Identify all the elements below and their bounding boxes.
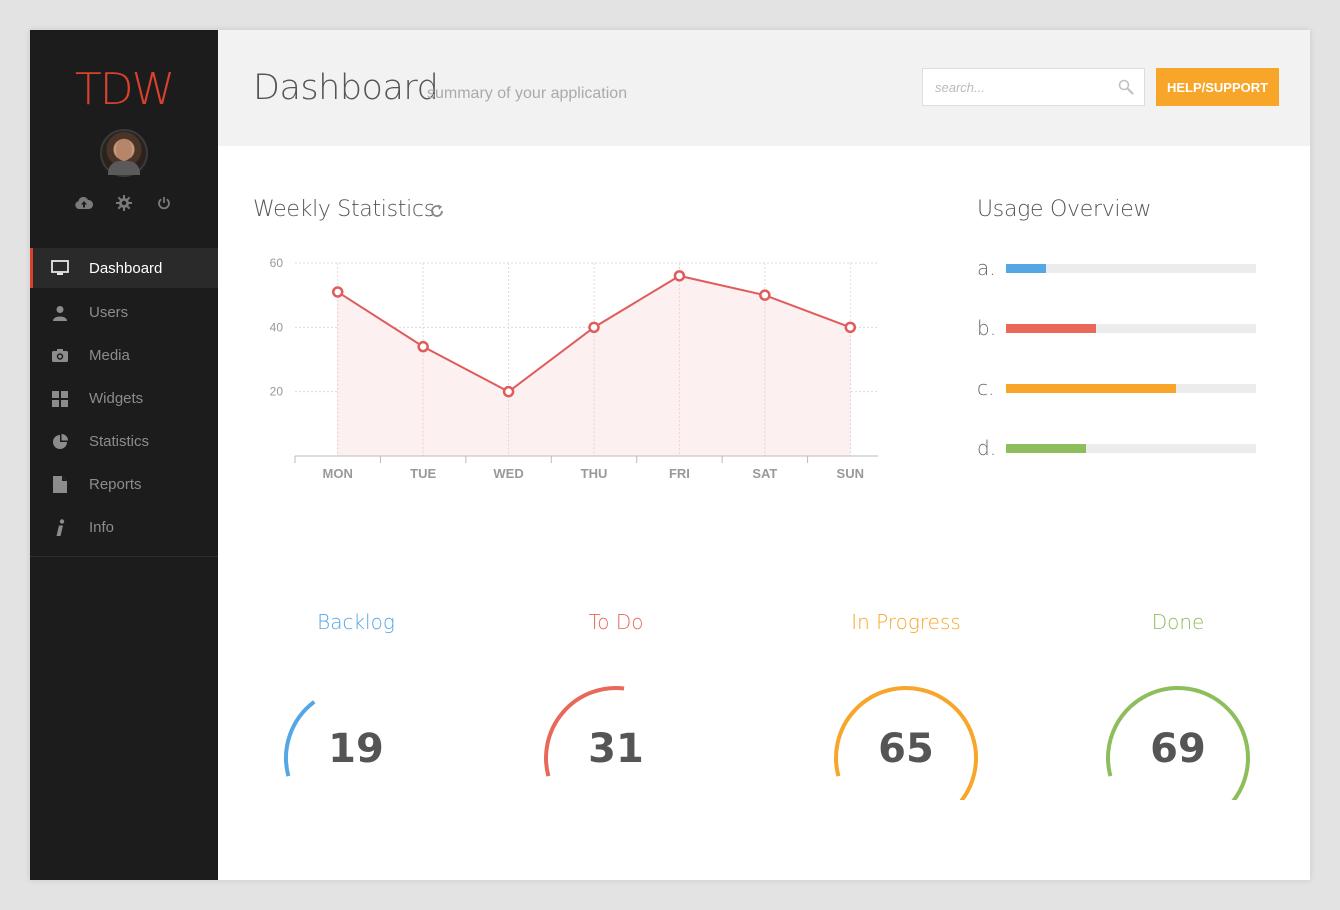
weekly-statistics-title: Weekly Statistics [253,197,435,222]
help-support-button[interactable]: HELP/SUPPORT [1156,68,1279,106]
chart-area [337,275,851,456]
usage-bar-track [1006,323,1256,333]
usage-bar-track [1006,263,1256,273]
usage-bar-track [1006,383,1256,393]
data-point[interactable] [673,270,686,282]
usage-bar-fill [1006,383,1176,393]
usage-label: c. [977,376,995,400]
refresh-icon[interactable] [428,202,446,225]
usage-bar-fill [1006,443,1086,453]
sidebar-item-widgets[interactable]: Widgets [30,377,218,420]
sidebar-item-label: Dashboard [89,259,163,277]
y-tick-label: 60 [270,256,284,270]
x-tick-label: TUE [410,466,436,481]
sidebar-item-users[interactable]: Users [30,291,218,334]
usage-bar-track [1006,443,1256,453]
gauge-dial: 31 [536,640,696,800]
gauge-done: Done 69 [1098,610,1258,800]
main-content: Dashboard summary of your application HE… [218,30,1310,880]
sidebar-item-label: Widgets [89,390,144,407]
avatar-face [116,139,132,161]
sidebar-item-label: Info [89,519,115,536]
data-point[interactable] [331,286,344,298]
y-tick-label: 40 [270,320,284,334]
data-point[interactable] [759,289,771,301]
gear-icon[interactable] [115,194,133,212]
sidebar-item-dashboard[interactable]: Dashboard [30,248,218,288]
monitor-icon [51,259,69,277]
sidebar-item-label: Statistics [89,433,150,450]
cloud-upload-icon[interactable] [75,194,93,212]
gauge-in-progress: In Progress 65 [826,610,986,800]
app-window: TDW Dashboard Users Media Widgets Statistics… [30,30,1310,880]
gauge-value: 65 [878,726,934,772]
x-tick-label: MON [323,466,353,481]
x-tick-label: THU [581,466,608,481]
x-tick-label: WED [493,466,523,481]
search-box [922,68,1145,106]
sidebar-item-info[interactable]: Info [30,506,218,549]
app-logo: TDW [74,64,175,115]
gauge-label: Backlog [317,610,395,634]
gauge-arc [544,686,625,777]
usage-label: a. [977,256,996,280]
usage-row: a. [977,256,1256,280]
gauge-to-do: To Do 31 [536,610,696,800]
weekly-statistics-chart: 20 40 60 MON TUE WED THU FRI SAT SUN [270,256,878,481]
power-icon[interactable] [155,194,173,212]
search-icon[interactable] [1118,79,1134,100]
sidebar-item-label: Users [89,304,129,321]
sidebar-item-media[interactable]: Media [30,334,218,377]
gauge-arc [284,700,316,777]
x-tick-label: FRI [669,466,690,481]
gauge-label: In Progress [851,610,961,634]
header: Dashboard summary of your application HE… [218,30,1310,146]
usage-row: b. [977,316,1256,340]
document-icon [51,476,69,494]
user-icon [51,304,69,322]
sidebar-toolbar [30,194,218,212]
x-tick-label: SAT [752,466,777,481]
gauge-value: 69 [1150,726,1206,772]
gauge-arc [1106,686,1250,800]
info-icon [51,518,69,537]
avatar[interactable] [100,129,148,177]
sidebar-nav: Dashboard Users Media Widgets Statistics Repo… [30,248,218,557]
gauge-arc [834,686,979,800]
data-point[interactable] [417,340,429,353]
gauge-value: 19 [328,726,384,772]
page-title: Dashboard [253,68,439,108]
x-tick-label: SUN [837,466,864,481]
usage-bar-fill [1006,263,1046,273]
data-point[interactable] [502,385,515,398]
data-point[interactable] [588,321,600,334]
grid-icon [51,390,69,408]
sidebar-item-label: Reports [89,476,142,493]
camera-icon [51,347,69,365]
sidebar: TDW Dashboard Users Media Widgets Statistics… [30,30,218,880]
page-subtitle: summary of your application [427,85,628,102]
pie-chart-icon [51,433,69,451]
gauge-dial: 69 [1098,640,1258,800]
sidebar-item-label: Media [89,347,130,364]
sidebar-item-statistics[interactable]: Statistics [30,420,218,463]
gauge-backlog: Backlog 19 [276,610,436,800]
gauge-dial: 19 [276,640,436,800]
avatar-shirt [108,161,140,175]
y-tick-label: 20 [270,385,284,399]
gauge-dial: 65 [826,640,986,800]
search-input[interactable] [923,69,1103,105]
data-point[interactable] [844,321,857,334]
sidebar-item-reports[interactable]: Reports [30,463,218,506]
gauge-label: Done [1151,610,1205,634]
usage-bar-fill [1006,323,1096,333]
usage-overview-title: Usage Overview [977,197,1152,222]
usage-label: b. [977,316,997,340]
usage-label: d. [977,436,997,460]
gauge-value: 31 [588,726,644,772]
usage-row: c. [977,376,1256,400]
gauge-label: To Do [588,610,644,634]
usage-row: d. [977,436,1256,460]
